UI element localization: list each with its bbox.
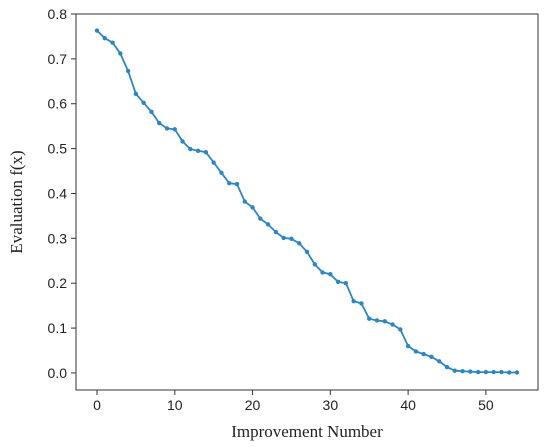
data-point	[413, 349, 419, 354]
data-point	[304, 249, 310, 255]
data-point	[444, 364, 450, 370]
y-tick-label: 0.2	[48, 275, 68, 291]
data-point	[499, 369, 504, 375]
y-tick-label: 0.4	[48, 185, 68, 201]
data-point	[133, 91, 139, 97]
x-tick-label: 20	[245, 397, 261, 413]
data-point	[297, 241, 302, 246]
y-tick-label: 0.1	[48, 320, 68, 336]
data-point	[289, 236, 294, 241]
y-axis: 0.0 0.1 0.2 0.3 0.4 0.5 0.6 0.7 0.8	[48, 6, 76, 381]
data-point	[491, 369, 496, 375]
data-point	[110, 40, 115, 45]
data-point	[398, 327, 403, 332]
data-point	[172, 127, 177, 132]
data-point	[320, 270, 325, 275]
data-point	[188, 146, 193, 152]
plot-frame	[75, 13, 539, 391]
data-point	[460, 368, 465, 374]
data-point	[250, 205, 255, 210]
y-tick-label: 0.5	[48, 141, 68, 157]
data-point	[118, 51, 123, 56]
data-point	[157, 120, 162, 126]
data-point	[203, 149, 209, 155]
data-point	[475, 369, 481, 375]
data-point	[390, 322, 395, 327]
data-point	[125, 68, 131, 74]
data-point	[367, 316, 372, 321]
data-point	[180, 139, 185, 144]
y-tick-label: 0.7	[48, 51, 68, 67]
x-tick-label: 50	[478, 397, 494, 413]
data-point	[335, 279, 341, 285]
data-point	[351, 298, 356, 304]
data-point	[328, 272, 333, 277]
y-tick-label: 0.8	[48, 6, 68, 22]
data-point	[195, 148, 201, 154]
data-point	[507, 370, 512, 375]
y-axis-title: Evaluation f(x)	[7, 150, 26, 253]
data-point	[281, 235, 286, 241]
data-point	[242, 199, 247, 204]
data-point	[514, 370, 520, 375]
data-point	[359, 301, 364, 306]
data-point	[273, 229, 279, 235]
series-points	[94, 28, 520, 375]
y-tick-label: 0.6	[48, 96, 68, 112]
data-point	[94, 28, 100, 33]
y-tick-label: 0.3	[48, 230, 68, 246]
data-point	[382, 319, 387, 324]
data-point	[265, 222, 271, 227]
x-tick-label: 10	[167, 397, 183, 413]
x-tick-label: 0	[93, 397, 101, 413]
data-point	[164, 126, 170, 131]
data-point	[258, 216, 263, 221]
data-point	[227, 180, 232, 186]
data-point	[437, 359, 442, 364]
data-point	[149, 109, 154, 115]
x-tick-label: 40	[400, 397, 416, 413]
x-axis-title: Improvement Number	[231, 422, 383, 441]
x-axis: 0 10 20 30 40 50	[93, 390, 494, 413]
data-point	[405, 343, 411, 349]
data-point	[234, 181, 240, 187]
data-point	[483, 369, 489, 375]
data-point	[374, 318, 380, 323]
data-point	[343, 281, 349, 286]
data-point	[211, 160, 216, 165]
data-point	[429, 354, 434, 359]
series-line	[96, 29, 517, 374]
data-point	[312, 262, 317, 267]
data-point	[102, 36, 107, 41]
data-point	[468, 369, 473, 374]
data-point	[452, 368, 457, 373]
y-tick-label: 0.0	[48, 365, 68, 381]
data-point	[219, 170, 224, 176]
x-tick-label: 30	[323, 397, 339, 413]
data-point	[421, 351, 426, 357]
data-point	[141, 100, 146, 106]
